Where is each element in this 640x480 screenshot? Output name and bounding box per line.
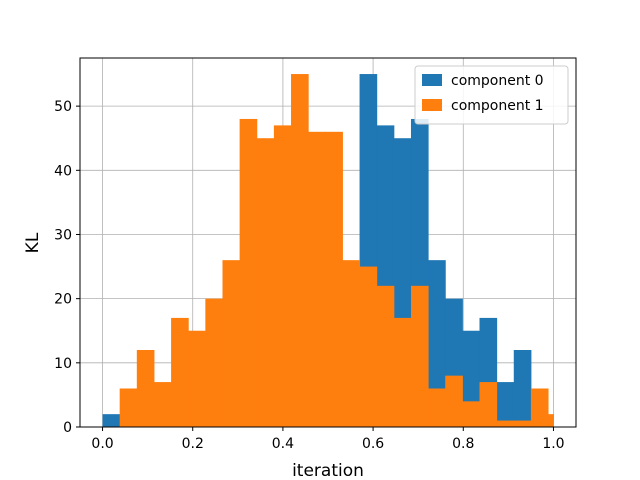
y-tick-label: 0	[63, 420, 72, 436]
y-axis-ticks: 0 10 20 30 40 50	[54, 99, 80, 436]
bar-series-1	[462, 401, 481, 427]
bar-series-1	[308, 131, 326, 428]
bar-series-0	[513, 349, 532, 427]
bar-series-1	[530, 388, 549, 427]
bar-series-1	[410, 285, 429, 427]
x-tick-label: 0.4	[272, 436, 294, 452]
x-tick-label: 1.0	[542, 436, 564, 452]
bar-series-1	[359, 266, 378, 427]
y-axis-label: KL	[23, 232, 43, 253]
x-tick-label: 0.6	[362, 436, 384, 452]
legend: component 0 component 1	[414, 65, 569, 125]
y-tick-label: 20	[54, 292, 72, 308]
histogram-bars	[102, 74, 554, 428]
bar-series-1	[291, 74, 309, 427]
legend-label: component 0	[451, 73, 544, 89]
bar-series-0	[102, 414, 121, 427]
bar-series-1	[119, 388, 138, 427]
bar-series-1	[205, 298, 223, 427]
bar-series-1	[153, 382, 172, 427]
bar-series-1	[445, 375, 463, 427]
bar-series-1	[496, 420, 515, 427]
bar-series-1	[376, 285, 395, 427]
bar-series-1	[222, 260, 241, 427]
bar-series-0	[496, 382, 515, 427]
legend-swatch	[422, 99, 442, 111]
bar-series-1	[171, 317, 189, 427]
y-tick-label: 30	[54, 227, 72, 243]
y-tick-label: 10	[54, 356, 72, 372]
bar-series-0	[428, 260, 446, 427]
bar-series-1	[136, 349, 155, 427]
x-tick-label: 0.2	[182, 436, 204, 452]
bar-series-1	[393, 317, 412, 427]
x-axis-label: iteration	[292, 461, 364, 480]
plot-frame	[79, 57, 577, 428]
y-tick-label: 50	[54, 99, 72, 115]
bar-series-1	[513, 420, 532, 427]
bar-series-1	[273, 125, 292, 428]
bar-series-1	[239, 118, 258, 428]
x-axis-ticks: 0.0 0.2 0.4 0.6 0.8 1.0	[91, 427, 565, 452]
y-tick-label: 40	[54, 163, 72, 179]
bar-series-1	[548, 414, 554, 427]
x-tick-label: 0.0	[91, 436, 113, 452]
bar-series-1	[342, 260, 361, 427]
bar-series-1	[188, 330, 206, 427]
legend-swatch	[422, 74, 442, 86]
bar-series-1	[325, 131, 343, 428]
legend-box	[414, 65, 569, 125]
bar-series-1	[256, 138, 275, 427]
legend-label: component 1	[451, 98, 544, 114]
x-tick-label: 0.8	[452, 436, 474, 452]
bar-series-1	[479, 382, 498, 427]
bar-series-1	[428, 388, 446, 427]
